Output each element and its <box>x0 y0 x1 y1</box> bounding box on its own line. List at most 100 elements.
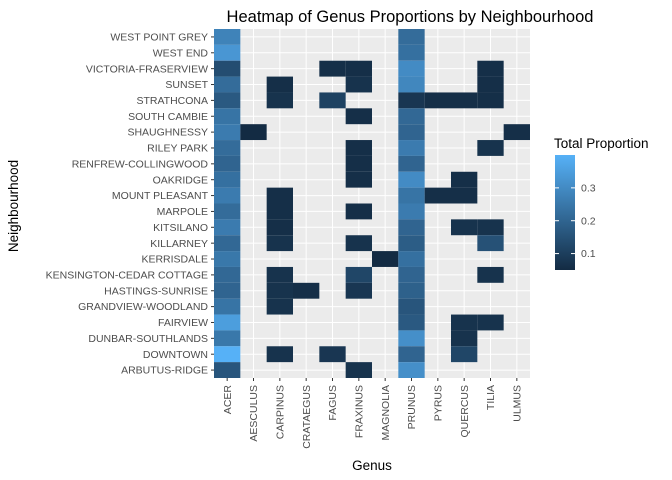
heatmap-cell <box>214 314 241 331</box>
heatmap-cell <box>398 362 425 378</box>
legend-label: 0.3 <box>581 182 596 194</box>
y-tick-label: RILEY PARK <box>147 143 208 155</box>
y-tick-label: KENSINGTON-CEDAR COTTAGE <box>46 269 208 281</box>
x-tick-label: TILIA <box>485 385 497 410</box>
y-tick-label: RENFREW-COLLINGWOOD <box>72 158 209 170</box>
heatmap-cell <box>266 76 293 93</box>
y-tick-label: STRATHCONA <box>136 95 208 107</box>
heatmap-cell <box>345 155 372 172</box>
heatmap-cell <box>398 44 425 61</box>
heatmap-cell <box>398 108 425 125</box>
x-tick-label: FRAXINUS <box>353 385 365 438</box>
x-tick-label: PYRUS <box>432 385 444 421</box>
heatmap-cell <box>398 187 425 204</box>
heatmap-cell <box>477 219 504 236</box>
x-axis-title: Genus <box>352 458 392 473</box>
heatmap-cell <box>451 187 478 204</box>
heatmap-cell <box>266 219 293 236</box>
color-legend: Total Proportion 0.1 0.2 0.3 <box>554 136 649 270</box>
x-tick-label: CRATAEGUS <box>301 385 313 449</box>
heatmap-cell <box>398 282 425 299</box>
y-tick-label: DOWNTOWN <box>143 349 208 361</box>
heatmap-cell <box>398 92 425 109</box>
heatmap-cell <box>214 187 241 204</box>
heatmap-cell <box>319 346 346 363</box>
y-tick-label: GRANDVIEW-WOODLAND <box>78 301 208 313</box>
heatmap-cell <box>398 219 425 236</box>
legend-label: 0.1 <box>581 248 596 260</box>
heatmap-cell <box>398 60 425 77</box>
heatmap-cell <box>345 203 372 220</box>
heatmap-cell <box>372 251 399 267</box>
heatmap-cell <box>477 60 504 77</box>
y-tick-label: WEST END <box>153 47 209 59</box>
heatmap-cell <box>345 266 372 283</box>
x-tick-label: QUERCUS <box>459 385 471 438</box>
heatmap-cell <box>398 76 425 93</box>
heatmap-cell <box>214 92 241 109</box>
heatmap-cell <box>266 92 293 109</box>
heatmap-cell <box>266 298 293 315</box>
x-tick-label: AESCULUS <box>248 385 260 442</box>
heatmap-cell <box>214 76 241 93</box>
legend-label: 0.2 <box>581 215 596 227</box>
heatmap-cell <box>451 330 478 347</box>
heatmap-cell <box>214 282 241 299</box>
legend-colorbar <box>555 155 575 270</box>
y-tick-label: SUNSET <box>165 79 208 91</box>
heatmap-cell <box>451 92 478 109</box>
heatmap-cell <box>214 124 241 141</box>
heatmap-cell <box>266 266 293 283</box>
x-axis-ticks: ACER AESCULUS CARPINUS CRATAEGUS FAGUS FRAXIN… <box>222 378 523 449</box>
heatmap-cell <box>266 203 293 220</box>
heatmap-cell <box>214 203 241 220</box>
chart-title: Heatmap of Genus Proportions by Neighbou… <box>227 8 594 26</box>
heatmap-cell <box>214 330 241 347</box>
heatmap-cell <box>398 298 425 315</box>
heatmap-cell <box>214 155 241 172</box>
x-tick-label: PRUNUS <box>406 385 418 429</box>
heatmap-cell <box>266 346 293 363</box>
heatmap-cell <box>214 298 241 315</box>
x-tick-label: ULMUS <box>511 385 523 422</box>
heatmap-cell <box>451 314 478 331</box>
heatmap-cell <box>293 282 320 299</box>
heatmap-cell <box>451 219 478 236</box>
heatmap-cell <box>398 155 425 172</box>
heatmap-cell <box>214 140 241 156</box>
heatmap-cell <box>214 266 241 283</box>
heatmap-cell <box>214 362 241 378</box>
heatmap-cell <box>319 92 346 109</box>
y-tick-label: WEST POINT GREY <box>110 32 208 44</box>
heatmap-cell <box>503 124 530 141</box>
heatmap-cell <box>214 60 241 77</box>
heatmap-cell <box>319 60 346 77</box>
heatmap-cell <box>214 108 241 125</box>
heatmap-cell <box>345 282 372 299</box>
legend-title: Total Proportion <box>554 136 649 151</box>
heatmap-cell <box>345 60 372 77</box>
heatmap-cell <box>214 235 241 252</box>
heatmap-cell <box>398 266 425 283</box>
x-tick-label: CARPINUS <box>274 385 286 439</box>
heatmap-cell <box>345 140 372 156</box>
heatmap-cell <box>398 235 425 252</box>
heatmap-cell <box>345 171 372 188</box>
heatmap-cell <box>345 76 372 93</box>
heatmap-cell <box>398 203 425 220</box>
heatmap-cell <box>345 108 372 125</box>
heatmap-cell <box>477 314 504 331</box>
y-tick-label: ARBUTUS-RIDGE <box>121 365 208 377</box>
y-tick-label: FAIRVIEW <box>158 317 208 329</box>
heatmap-cell <box>398 29 425 45</box>
y-tick-label: KITSILANO <box>153 222 208 234</box>
heatmap-cell <box>398 314 425 331</box>
heatmap-cell <box>398 330 425 347</box>
heatmap-cell <box>477 92 504 109</box>
heatmap-cell <box>345 235 372 252</box>
heatmap-cell <box>345 362 372 378</box>
heatmap-cell <box>451 171 478 188</box>
heatmap-cell <box>398 171 425 188</box>
